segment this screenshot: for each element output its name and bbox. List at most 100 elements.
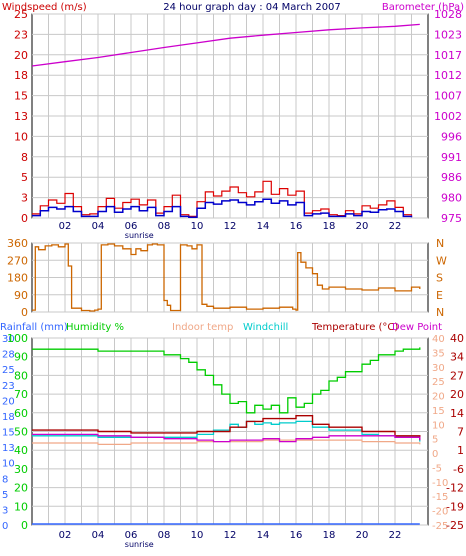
barometer-tick-label: 991: [441, 151, 462, 164]
temp-panel-legend-label: Indoor temp: [172, 322, 233, 333]
x-tick-label: 18: [323, 530, 336, 541]
compass-tick-label: N: [436, 237, 444, 250]
humidity-line: [32, 347, 421, 414]
indoor-temp-tick-label: -20: [432, 507, 448, 518]
indoor-temp-tick-label: 15: [432, 406, 445, 417]
windspeed-tick-label: 20: [14, 49, 28, 62]
dew-point-line: [32, 433, 421, 443]
wind-average-line: [32, 198, 413, 218]
humidity-tick-label: 70: [14, 388, 28, 401]
rainfall-tick-label: 23: [2, 381, 15, 392]
temperature-tick-label: 34: [450, 351, 464, 364]
barometer-tick-label: 1012: [434, 69, 462, 82]
rainfall-tick-label: 3: [2, 505, 8, 516]
rainfall-tick-label: 5: [2, 490, 8, 501]
barometer-tick-label: 1028: [434, 8, 462, 21]
temperature-tick-label: 40: [450, 332, 464, 345]
temp-panel-legend-label: Rainfall (mm): [0, 322, 68, 333]
x-tick-label: 18: [323, 221, 336, 232]
temp-panel-legend-label: Windchill: [243, 322, 288, 333]
humidity-tick-label: 60: [14, 407, 28, 420]
compass-tick-label: S: [436, 272, 443, 285]
barometer-tick-label: 1007: [434, 90, 462, 103]
rainfall-tick-label: 30: [2, 334, 15, 345]
rainfall-tick-label: 0: [2, 521, 8, 532]
rainfall-tick-label: 8: [2, 474, 8, 485]
temperature-line: [32, 415, 421, 441]
x-tick-label: 16: [290, 221, 303, 232]
x-tick-label: 06: [125, 530, 138, 541]
humidity-tick-label: 30: [14, 463, 28, 476]
temperature-tick-label: -25: [446, 519, 464, 532]
windchill-line: [32, 420, 421, 442]
barometer-tick-label: 996: [441, 130, 462, 143]
indoor-temp-tick-label: -10: [432, 478, 448, 489]
x-tick-label: 12: [224, 530, 237, 541]
indoor-temp-tick-label: 35: [432, 348, 445, 359]
barometer-tick-label: 980: [441, 192, 462, 205]
temperature-tick-label: -12: [446, 482, 464, 495]
x-tick-label: 14: [257, 530, 270, 541]
temperature-tick-label: 20: [450, 388, 464, 401]
x-tick-label: 22: [389, 530, 402, 541]
rainfall-tick-label: 28: [2, 350, 15, 361]
rainfall-tick-label: 15: [2, 428, 15, 439]
indoor-temp-tick-label: -15: [432, 492, 448, 503]
x-tick-label: 04: [92, 530, 105, 541]
windspeed-tick-label: 18: [14, 69, 28, 82]
humidity-tick-label: 50: [14, 426, 28, 439]
humidity-tick-label: 90: [14, 351, 28, 364]
windspeed-tick-label: 5: [21, 171, 28, 184]
x-tick-label: 14: [257, 221, 270, 232]
temperature-tick-label: 1: [457, 444, 464, 457]
x-tick-label: 04: [92, 221, 105, 232]
rainfall-tick-label: 25: [2, 365, 15, 376]
indoor-temp-tick-label: 10: [432, 420, 445, 431]
barometer-line: [31, 23, 420, 67]
temp-panel-legend-label: Temperature (°C): [311, 322, 398, 333]
barometer-tick-label: 1017: [434, 49, 462, 62]
compass-tick-label: N: [436, 306, 444, 319]
indoor-temp-tick-label: 40: [432, 334, 445, 345]
direction-tick-label: 180: [7, 272, 28, 285]
temperature-tick-label: 27: [450, 369, 464, 382]
windspeed-tick-label: 8: [21, 151, 28, 164]
windspeed-axis-title: Windspeed (m/s): [2, 2, 87, 13]
direction-tick-label: 0: [21, 306, 28, 319]
temperature-tick-label: -6: [453, 463, 464, 476]
humidity-tick-label: 0: [21, 519, 28, 532]
x-tick-label: 06: [125, 221, 138, 232]
x-tick-label: 10: [191, 221, 204, 232]
humidity-tick-label: 100: [7, 332, 28, 345]
sunrise-annotation: sunrise: [125, 231, 154, 240]
x-tick-label: 02: [59, 530, 72, 541]
chart-title: 24 hour graph day : 04 March 2007: [163, 2, 341, 13]
direction-tick-label: 90: [14, 289, 28, 302]
temperature-tick-label: 7: [457, 426, 464, 439]
x-tick-label: 12: [224, 221, 237, 232]
direction-tick-label: 270: [7, 254, 28, 267]
temp-panel-legend-label: Humidity %: [66, 322, 124, 333]
sunrise-annotation: sunrise: [125, 540, 154, 549]
compass-tick-label: E: [436, 289, 443, 302]
indoor-temp-tick-label: 0: [432, 449, 438, 460]
compass-tick-label: W: [436, 254, 447, 267]
rainfall-tick-label: 18: [2, 412, 15, 423]
windspeed-tick-label: 10: [14, 130, 28, 143]
temp-panel-legend-label: Dew Point: [392, 322, 442, 333]
windspeed-tick-label: 25: [14, 8, 28, 21]
windspeed-tick-label: 15: [14, 90, 28, 103]
humidity-tick-label: 40: [14, 444, 28, 457]
rainfall-tick-label: 20: [2, 396, 15, 407]
x-tick-label: 02: [59, 221, 72, 232]
barometer-tick-label: 1002: [434, 110, 462, 123]
barometer-axis-title: Barometer (hPa): [382, 2, 464, 13]
x-tick-label: 20: [356, 530, 369, 541]
indoor-temp-tick-label: -25: [432, 521, 448, 532]
temperature-tick-label: 14: [450, 407, 464, 420]
windspeed-tick-label: 23: [14, 28, 28, 41]
indoor-temp-tick-label: 30: [432, 363, 445, 374]
x-tick-label: 08: [158, 530, 171, 541]
